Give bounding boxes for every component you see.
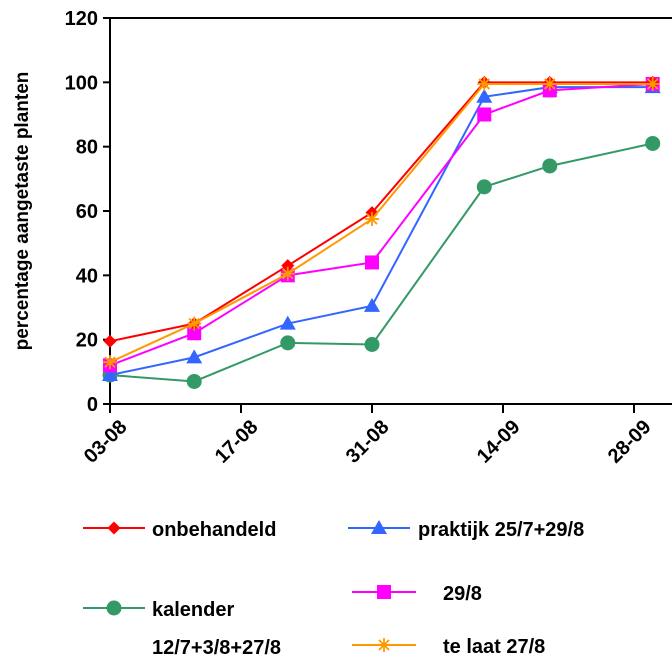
legend-label: te laat 27/8 <box>443 636 545 658</box>
data-point <box>542 158 558 174</box>
y-tick-label: 60 <box>76 201 98 223</box>
data-point <box>645 135 661 151</box>
data-point <box>645 76 660 91</box>
x-tick-label: 28-09 <box>604 416 656 468</box>
x-tick-label: 31-08 <box>342 416 394 468</box>
data-point <box>281 259 295 273</box>
legend-item-onbehandeld: onbehandeld <box>83 519 276 541</box>
series-kalender-12-7-3-8-27-8 <box>102 135 661 389</box>
data-point <box>364 212 379 227</box>
data-point <box>103 334 117 348</box>
data-point <box>364 255 379 270</box>
data-point <box>280 335 296 351</box>
legend-item-kalender-12-7-3-8-27-8: kalender 12/7+3/8+27/8 <box>83 599 281 659</box>
y-tick-label: 120 <box>65 8 98 30</box>
data-point <box>102 367 118 382</box>
legend-marker <box>377 585 391 599</box>
y-axis-title: percentage aangetaste planten <box>12 72 33 351</box>
legend-item-praktijk-25-7-29-8: praktijk 25/7+29/8 <box>348 519 584 541</box>
legend-marker <box>107 521 121 535</box>
data-point <box>187 326 202 341</box>
legend-label: praktijk 25/7+29/8 <box>418 519 584 541</box>
data-point <box>476 88 493 103</box>
data-point <box>279 315 296 330</box>
legend-marker <box>377 638 391 652</box>
data-point <box>186 373 202 389</box>
data-point <box>186 349 203 364</box>
series-lines <box>102 75 661 389</box>
legend-marker <box>371 520 387 534</box>
legend-label: 12/7+3/8+27/8 <box>152 637 281 659</box>
legend-item-29-8: 29/8 <box>352 583 482 605</box>
x-tick-label: 03-08 <box>80 416 132 468</box>
y-tick-label: 100 <box>65 72 98 94</box>
y-tick-label: 20 <box>76 330 98 352</box>
series-line <box>109 81 653 343</box>
series-onbehandeld <box>103 75 660 348</box>
legend-label: onbehandeld <box>152 519 276 541</box>
y-tick-label: 40 <box>76 265 98 287</box>
series-line <box>109 142 653 383</box>
data-point <box>187 316 202 331</box>
legend-label: kalender <box>152 599 234 621</box>
data-point <box>477 107 492 122</box>
data-point <box>542 76 557 91</box>
data-point <box>280 266 295 281</box>
y-tick-label: 0 <box>87 394 98 416</box>
x-tick-label: 14-09 <box>473 416 525 468</box>
x-tick-label: 17-08 <box>211 416 263 468</box>
y-tick-label: 80 <box>76 137 98 159</box>
data-point <box>476 179 492 195</box>
data-point <box>363 297 380 312</box>
legend-item-te-laat-27-8: te laat 27/8 <box>352 636 545 658</box>
legend-label: 29/8 <box>443 583 482 605</box>
data-point <box>103 355 117 370</box>
legend-marker <box>106 600 122 616</box>
legend: onbehandeld praktijk 25/7+29/8 kalender 12/… <box>83 519 584 659</box>
series-te-laat-27-8 <box>103 76 660 370</box>
data-point <box>364 336 380 352</box>
data-point <box>477 76 492 91</box>
